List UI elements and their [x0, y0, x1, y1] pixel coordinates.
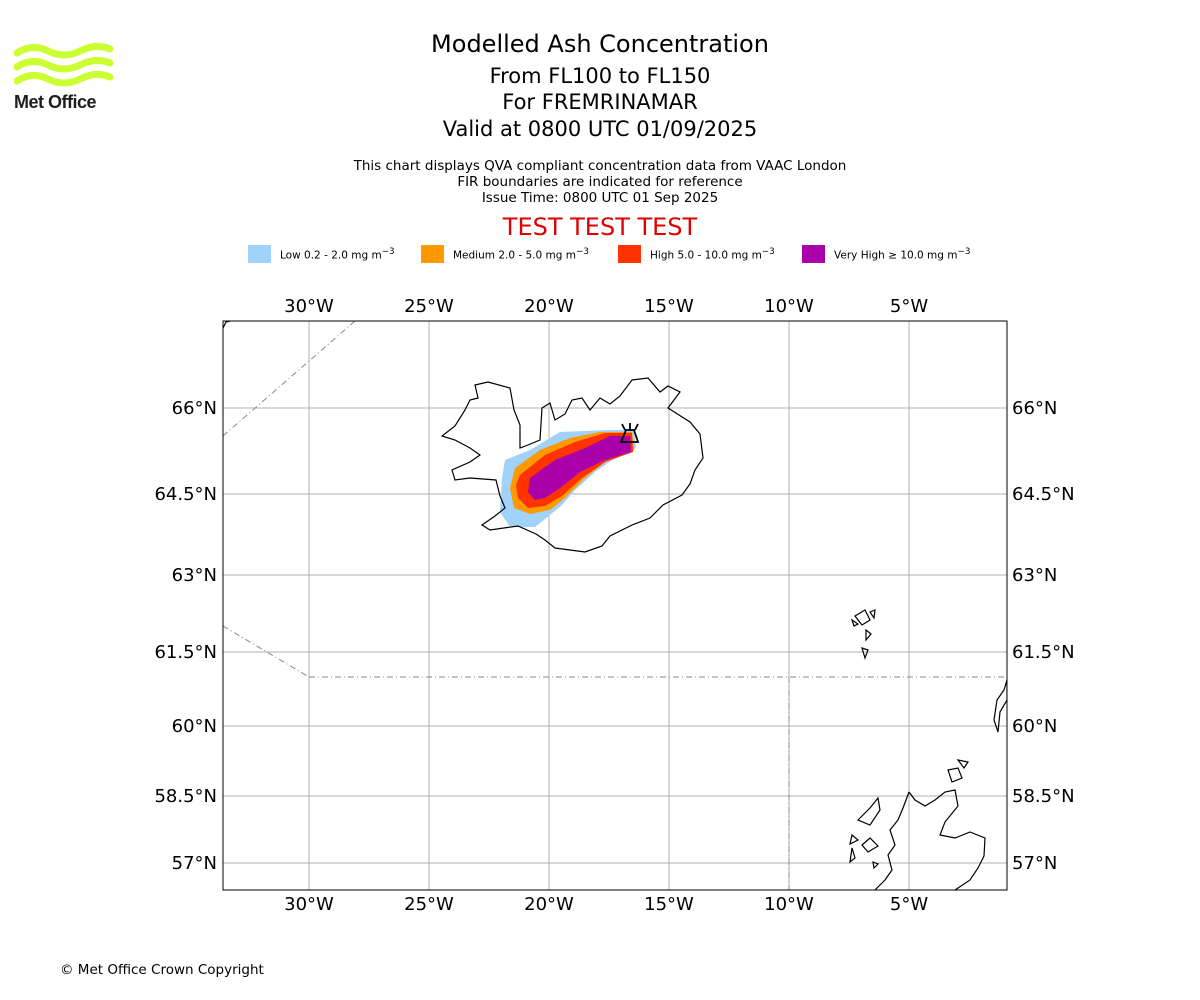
- scotland-coastline: [849, 789, 986, 890]
- lon-tick-label-bottom: 10°W: [764, 894, 814, 915]
- legend-item-low: Low 0.2 - 2.0 mg m−3: [248, 245, 395, 263]
- logo-text: Met Office: [14, 92, 97, 112]
- legend-swatch-very-high: [802, 245, 825, 263]
- legend-item-medium: Medium 2.0 - 5.0 mg m−3: [421, 245, 589, 263]
- fir-boundaries: [223, 321, 1007, 890]
- lon-tick-label-top: 15°W: [644, 296, 694, 317]
- chart-description: This chart displays QVA compliant concen…: [353, 158, 847, 174]
- lat-tick-label-left: 58.5°N: [154, 786, 217, 807]
- lon-tick-label-top: 5°W: [890, 296, 928, 317]
- lat-tick-label-left: 57°N: [172, 853, 217, 874]
- map-grid: [223, 321, 1007, 890]
- legend-item-very-high: Very High ≥ 10.0 mg m−3: [802, 245, 970, 263]
- lat-tick-label-right: 58.5°N: [1012, 786, 1075, 807]
- lat-tick-label-right: 66°N: [1012, 398, 1057, 419]
- volcano-name: For FREMRINAMAR: [502, 90, 698, 114]
- lon-tick-label-bottom: 20°W: [524, 894, 574, 915]
- legend-swatch-high: [618, 245, 641, 263]
- lon-tick-label-bottom: 15°W: [644, 894, 694, 915]
- lon-tick-label-top: 20°W: [524, 296, 574, 317]
- met-office-logo: [14, 42, 114, 87]
- lon-tick-label-top: 10°W: [764, 296, 814, 317]
- legend-range: 2.0 - 5.0 mg m: [498, 249, 577, 262]
- chart-title: Modelled Ash Concentration: [431, 30, 769, 58]
- lat-tick-label-right: 61.5°N: [1012, 642, 1075, 663]
- flight-level-range: From FL100 to FL150: [489, 64, 711, 88]
- legend-item-high: High 5.0 - 10.0 mg m−3: [618, 245, 775, 263]
- lon-tick-label-top: 30°W: [284, 296, 334, 317]
- legend-swatch-medium: [421, 245, 444, 263]
- legend-range: 0.2 - 2.0 mg m: [304, 249, 382, 262]
- orkney-islands: [947, 759, 969, 783]
- greenland-tip: [223, 321, 231, 329]
- lon-tick-label-bottom: 25°W: [404, 894, 454, 915]
- lat-tick-label-right: 60°N: [1012, 716, 1057, 737]
- fir-note: FIR boundaries are indicated for referen…: [457, 174, 743, 190]
- lon-tick-label-top: 25°W: [404, 296, 454, 317]
- legend-name: High: [650, 249, 675, 262]
- lat-tick-label-left: 61.5°N: [154, 642, 217, 663]
- map-frame: [222, 320, 1008, 891]
- legend-swatch-low: [248, 245, 271, 263]
- legend-name: Medium: [453, 249, 495, 262]
- coastlines: [223, 321, 1007, 890]
- volcano-icon: [619, 423, 640, 443]
- copyright-notice: © Met Office Crown Copyright: [60, 962, 264, 978]
- ash-map: 30°W 25°W 20°W 15°W 10°W 5°W 30°W 25°W 2…: [154, 296, 1075, 915]
- lon-tick-label-bottom: 5°W: [890, 894, 928, 915]
- lat-tick-label-left: 63°N: [172, 565, 217, 586]
- valid-time: Valid at 0800 UTC 01/09/2025: [442, 117, 758, 141]
- legend-range: 5.0 - 10.0 mg m: [677, 249, 762, 262]
- lat-tick-label-right: 63°N: [1012, 565, 1057, 586]
- ash-cloud: [500, 430, 636, 527]
- lat-tick-label-right: 57°N: [1012, 853, 1057, 874]
- lat-tick-label-left: 66°N: [172, 398, 217, 419]
- iceland-coastline: [440, 377, 704, 553]
- lat-tick-label-right: 64.5°N: [1012, 484, 1075, 505]
- test-banner: TEST TEST TEST: [502, 213, 698, 241]
- lat-tick-label-left: 60°N: [172, 716, 217, 737]
- lat-tick-label-left: 64.5°N: [154, 484, 217, 505]
- legend-name: Very High: [834, 249, 885, 262]
- faroe-islands: [850, 609, 876, 660]
- issue-time: Issue Time: 0800 UTC 01 Sep 2025: [481, 190, 719, 206]
- shetland-islands: [993, 679, 1007, 733]
- legend-range: ≥ 10.0 mg m: [888, 249, 958, 262]
- lon-tick-label-bottom: 30°W: [284, 894, 334, 915]
- legend-name: Low: [280, 249, 301, 262]
